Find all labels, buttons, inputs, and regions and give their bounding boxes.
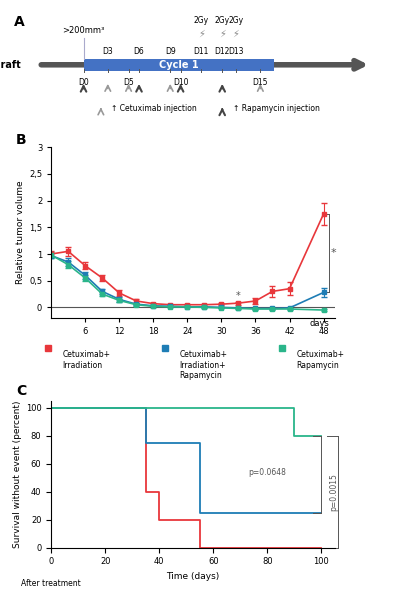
Y-axis label: Survival without event (percent): Survival without event (percent)	[13, 401, 22, 548]
Text: ↑ Rapamycin injection: ↑ Rapamycin injection	[232, 104, 320, 114]
Text: Cycle 1: Cycle 1	[159, 60, 199, 70]
Text: *: *	[236, 291, 241, 301]
Text: Cetuximab+
Irradiation: Cetuximab+ Irradiation	[62, 350, 110, 370]
Text: ⚡: ⚡	[219, 28, 226, 38]
Text: D5: D5	[123, 78, 134, 87]
Text: 2Gy: 2Gy	[229, 16, 243, 25]
Text: 2Gy: 2Gy	[215, 16, 230, 25]
Text: Cetuximab+
Rapamycin: Cetuximab+ Rapamycin	[296, 350, 344, 370]
Text: D15: D15	[253, 78, 268, 87]
Text: ⚡: ⚡	[198, 28, 205, 38]
FancyArrowPatch shape	[41, 61, 362, 69]
Y-axis label: Relative tumor volume: Relative tumor volume	[16, 181, 25, 284]
Text: C: C	[16, 383, 26, 398]
Text: Xenograft: Xenograft	[0, 60, 21, 70]
Text: A: A	[14, 15, 25, 29]
Text: p=0.0015: p=0.0015	[329, 473, 338, 511]
Text: D13: D13	[229, 47, 244, 56]
Text: D9: D9	[165, 47, 176, 56]
Text: After treatment: After treatment	[21, 578, 81, 588]
Text: ↑ Cetuximab injection: ↑ Cetuximab injection	[111, 104, 197, 114]
Text: days: days	[309, 319, 329, 328]
Text: ⚡: ⚡	[232, 28, 240, 38]
Text: D3: D3	[102, 47, 113, 56]
Text: D6: D6	[134, 47, 144, 56]
Text: D10: D10	[173, 78, 188, 87]
Text: D12: D12	[214, 47, 230, 56]
Text: D11: D11	[194, 47, 209, 56]
Text: B: B	[16, 133, 26, 147]
Text: *: *	[331, 248, 336, 258]
Text: >200mm³: >200mm³	[62, 27, 105, 35]
FancyBboxPatch shape	[84, 59, 274, 71]
Text: Cetuximab+
Irradiation+
Rapamycin: Cetuximab+ Irradiation+ Rapamycin	[179, 350, 227, 380]
Text: 2Gy: 2Gy	[194, 16, 209, 25]
Text: p=0.0648: p=0.0648	[249, 468, 286, 477]
Text: D0: D0	[78, 78, 89, 87]
X-axis label: Time (days): Time (days)	[166, 572, 220, 581]
